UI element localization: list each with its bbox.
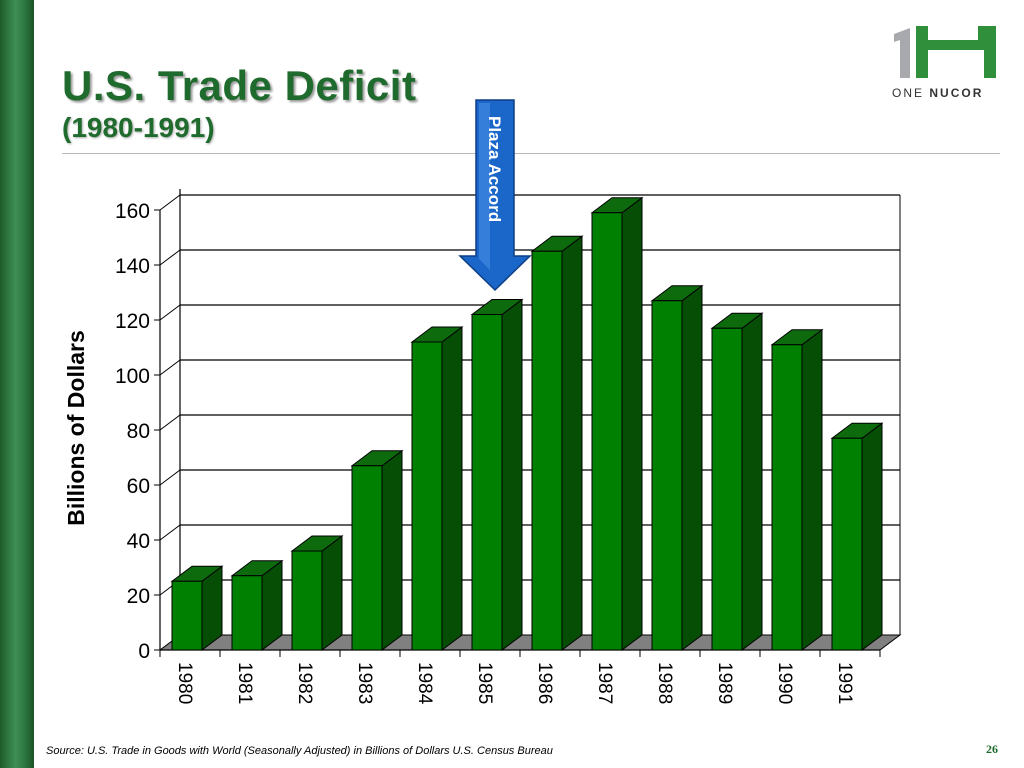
x-tick-label: 1986 (534, 662, 555, 704)
y-tick-label: 80 (127, 420, 150, 443)
x-tick-label: 1981 (234, 662, 255, 704)
bar-1991 (830, 422, 884, 651)
plaza-accord-label: Plaza Accord (485, 116, 504, 222)
bar-1984 (410, 326, 464, 651)
nucor-logo-icon (894, 26, 996, 78)
y-tick-label: 20 (127, 585, 150, 608)
x-tick-label: 1985 (474, 662, 495, 704)
logo-n-mark (916, 26, 996, 78)
title-divider (62, 153, 1000, 154)
gridline-side (159, 414, 181, 431)
y-tick-label: 160 (115, 200, 150, 223)
logo-caption: ONE NUCOR (892, 86, 983, 100)
y-tick-label: 40 (127, 530, 150, 553)
gridline-side (159, 524, 181, 541)
bar-1985 (470, 298, 524, 651)
bar-1983 (350, 449, 404, 651)
x-tick-label: 1982 (294, 662, 315, 704)
bar-1981 (230, 559, 284, 651)
bar-1986 (530, 235, 584, 651)
x-tick-label: 1988 (654, 662, 675, 704)
x-tick-label: 1987 (594, 662, 615, 704)
sidebar-stripe (0, 0, 34, 768)
gridline-side (159, 194, 181, 211)
logo-caption-nucor: NUCOR (929, 86, 984, 100)
x-tick-label: 1990 (774, 662, 795, 704)
gridline-side (159, 249, 181, 266)
y-tick-labels: 0 20 40 60 80 100 120 140 160 (115, 200, 150, 663)
plaza-accord-annotation: Plaza Accord (458, 99, 532, 292)
bar-1980 (170, 565, 224, 651)
x-tick-label: 1983 (354, 662, 375, 704)
y-tick-label: 100 (115, 365, 150, 388)
y-tick-label: 140 (115, 255, 150, 278)
y-tick-label: 120 (115, 310, 150, 333)
x-tick-label: 1980 (174, 662, 195, 704)
bar-1989 (710, 312, 764, 651)
page-number: 26 (986, 742, 998, 756)
chart-bars (170, 196, 884, 651)
bar-1988 (650, 284, 704, 651)
logo-caption-one: ONE (892, 86, 925, 100)
slide-title: U.S. Trade Deficit (62, 62, 417, 109)
y-axis-label: Billions of Dollars (63, 330, 89, 526)
x-tick-label: 1991 (834, 662, 855, 704)
plaza-accord-arrow-icon (458, 99, 532, 292)
x-tick-label: 1984 (414, 662, 435, 705)
gridline-side (159, 304, 181, 321)
gridline-side (159, 359, 181, 376)
x-tick-label: 1989 (714, 662, 735, 704)
y-tick-label: 0 (138, 640, 150, 663)
chart-axes (154, 189, 901, 657)
bar-1987 (590, 196, 644, 651)
slide-subtitle: (1980-1991) (62, 112, 215, 143)
y-tick-label: 60 (127, 475, 150, 498)
gridline-side (159, 469, 181, 486)
logo-one-mark (894, 28, 910, 78)
source-note: Source: U.S. Trade in Goods with World (… (46, 745, 553, 757)
bar-1990 (770, 328, 824, 651)
x-tick-labels: 1980 1981 1982 1983 1984 1985 1986 1987 1988 1989… (174, 662, 855, 705)
bar-1982 (290, 535, 344, 651)
